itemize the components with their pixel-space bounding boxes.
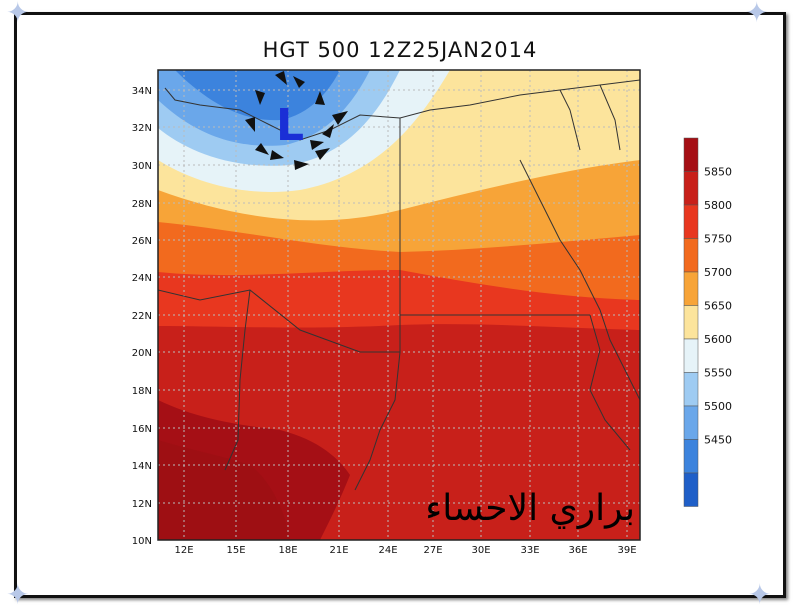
longitude-label: 33E	[520, 545, 539, 556]
longitude-label: 12E	[174, 545, 193, 556]
latitude-label: 26N	[132, 236, 152, 247]
longitude-label: 39E	[617, 545, 636, 556]
legend-swatch	[683, 171, 699, 206]
legend-label: 5700	[704, 266, 732, 279]
legend-label: 5500	[704, 400, 732, 413]
latitude-label: 24N	[132, 273, 152, 284]
legend-label: 5550	[704, 367, 732, 380]
legend-swatch	[683, 204, 699, 239]
legend-swatch	[683, 137, 699, 172]
legend-swatch	[683, 405, 699, 440]
latitude-label: 32N	[132, 123, 152, 134]
longitude-label: 36E	[568, 545, 587, 556]
legend-swatch	[683, 439, 699, 474]
legend-label: 5650	[704, 300, 732, 313]
latitude-label: 28N	[132, 199, 152, 210]
color-legend: 5850 5800 5750 5700 5650 5600 5550 5500 5450	[683, 137, 732, 507]
sparkle-decoration: ✦	[745, 0, 769, 29]
map-title: HGT 500 12Z25JAN2014	[262, 38, 538, 62]
legend-swatch	[683, 238, 699, 273]
longitude-label: 15E	[226, 545, 245, 556]
sparkle-decoration: ✦	[6, 0, 30, 29]
latitude-label: 14N	[132, 461, 152, 472]
longitude-label: 21E	[329, 545, 348, 556]
longitude-labels: 12E 15E 18E 21E 24E 27E 30E 33E 36E 39E	[174, 545, 636, 556]
sparkle-decoration: ✦	[748, 578, 772, 611]
latitude-label: 10N	[132, 536, 152, 547]
watermark-text: براري الاحساء	[425, 488, 635, 529]
legend-swatch	[683, 338, 699, 373]
legend-swatch	[683, 271, 699, 306]
latitude-label: 16N	[132, 424, 152, 435]
height-contour-fill	[158, 70, 640, 540]
legend-label: 5600	[704, 333, 732, 346]
latitude-labels: 34N 32N 30N 28N 26N 24N 22N 20N 18N 16N 14N 12N 10N	[132, 86, 152, 547]
cyclone-arrows	[245, 71, 348, 170]
longitude-label: 30E	[471, 545, 490, 556]
country-borders	[158, 79, 640, 491]
latitude-label: 20N	[132, 348, 152, 359]
latitude-label: 30N	[132, 161, 152, 172]
legend-swatch	[683, 472, 699, 507]
map-frame	[157, 69, 641, 541]
sparkle-decoration: ✦	[6, 578, 30, 611]
longitude-label: 24E	[378, 545, 397, 556]
latitude-label: 34N	[132, 86, 152, 97]
legend-label: 5750	[704, 233, 732, 246]
latitude-label: 18N	[132, 386, 152, 397]
longitude-label: 18E	[278, 545, 297, 556]
legend-label: 5450	[704, 434, 732, 447]
low-pressure-marker: L	[276, 100, 304, 151]
legend-label: 5850	[704, 166, 732, 179]
legend-swatch	[683, 372, 699, 407]
legend-label: 5800	[704, 199, 732, 212]
longitude-label: 27E	[423, 545, 442, 556]
latitude-label: 12N	[132, 499, 152, 510]
legend-swatch	[683, 305, 699, 340]
latitude-label: 22N	[132, 311, 152, 322]
